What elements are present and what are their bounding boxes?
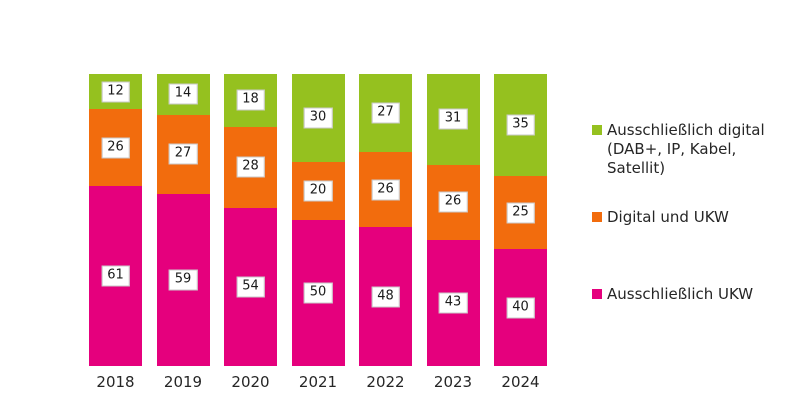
value-label: 26	[101, 137, 130, 159]
legend-swatch-ukw	[592, 289, 602, 299]
value-label: 14	[168, 83, 198, 105]
bar-segment: 50	[291, 219, 345, 366]
bar-column-2024: 35 25 40	[494, 74, 547, 366]
bar-segment: 35	[494, 74, 547, 177]
x-axis-label: 2018	[96, 373, 135, 391]
bar-segment: 26	[89, 109, 142, 187]
x-axis-label: 2021	[298, 373, 338, 391]
bar-segment: 28	[224, 126, 277, 209]
bar-column-2021: 30 20 50	[291, 74, 345, 366]
value-label: 12	[101, 81, 130, 103]
value-label: 18	[236, 89, 265, 111]
value-label: 27	[371, 102, 400, 124]
value-label: 43	[438, 292, 468, 314]
bar-segment: 54	[224, 208, 277, 366]
x-axis-label: 2023	[433, 373, 473, 391]
value-label: 26	[438, 191, 468, 213]
chart-legend: Ausschließlich digital (DAB+, IP, Kabel,…	[592, 121, 782, 304]
legend-item-digital: Ausschließlich digital (DAB+, IP, Kabel,…	[592, 121, 782, 178]
bar-column-2020: 18 28 54	[224, 74, 277, 366]
x-axis-label: 2024	[501, 373, 540, 391]
bar-segment: 48	[359, 227, 412, 366]
bar-column-2018: 12 26 61	[89, 74, 142, 366]
bar-column-2019: 14 27 59	[156, 74, 210, 366]
x-axis-label: 2022	[366, 373, 405, 391]
legend-swatch-digital	[592, 125, 602, 135]
plot-area: 12 26 61 14 27 59 18 28 54 30 20 50 27 26 48 31 26 43 35 25…	[89, 74, 547, 366]
bar-segment: 26	[426, 164, 480, 241]
legend-label-digital: Ausschließlich digital (DAB+, IP, Kabel,…	[607, 121, 765, 177]
value-label: 35	[506, 114, 535, 136]
value-label: 20	[303, 180, 333, 202]
bar-segment: 12	[89, 74, 142, 110]
value-label: 40	[506, 297, 535, 319]
value-label: 27	[168, 143, 198, 165]
value-label: 48	[371, 286, 400, 308]
x-axis-label: 2020	[231, 373, 270, 391]
bar-segment: 30	[291, 74, 345, 162]
legend-label-ukw: Ausschließlich UKW	[607, 285, 754, 303]
value-label: 61	[101, 265, 130, 287]
value-label: 50	[303, 282, 333, 304]
value-label: 28	[236, 156, 265, 178]
x-axis-label: 2019	[163, 373, 203, 391]
bar-segment: 40	[494, 249, 547, 366]
bar-segment: 59	[156, 193, 210, 366]
value-label: 54	[236, 276, 265, 298]
bar-segment: 43	[426, 240, 480, 366]
bar-segment: 25	[494, 176, 547, 250]
bar-segment: 61	[89, 186, 142, 366]
value-label: 31	[438, 108, 468, 130]
x-axis-labels: 2018 2019 2020 2021 2022 2023 2024	[89, 373, 547, 391]
legend-item-digital-und-ukw: Digital und UKW	[592, 208, 782, 227]
bar-segment: 14	[156, 74, 210, 115]
bar-segment: 27	[156, 114, 210, 194]
value-label: 26	[371, 179, 400, 201]
bar-column-2023: 31 26 43	[426, 74, 480, 366]
bar-column-2022: 27 26 48	[359, 74, 412, 366]
value-label: 59	[168, 269, 198, 291]
value-label: 25	[506, 202, 535, 224]
bar-segment: 20	[291, 161, 345, 220]
legend-swatch-digital-und-ukw	[592, 212, 602, 222]
bar-segment: 18	[224, 74, 277, 127]
bar-segment: 26	[359, 152, 412, 228]
bar-segment: 27	[359, 74, 412, 153]
bar-segment: 31	[426, 74, 480, 165]
value-label: 30	[303, 107, 333, 129]
legend-label-digital-und-ukw: Digital und UKW	[607, 208, 729, 226]
legend-item-ukw: Ausschließlich UKW	[592, 285, 782, 304]
